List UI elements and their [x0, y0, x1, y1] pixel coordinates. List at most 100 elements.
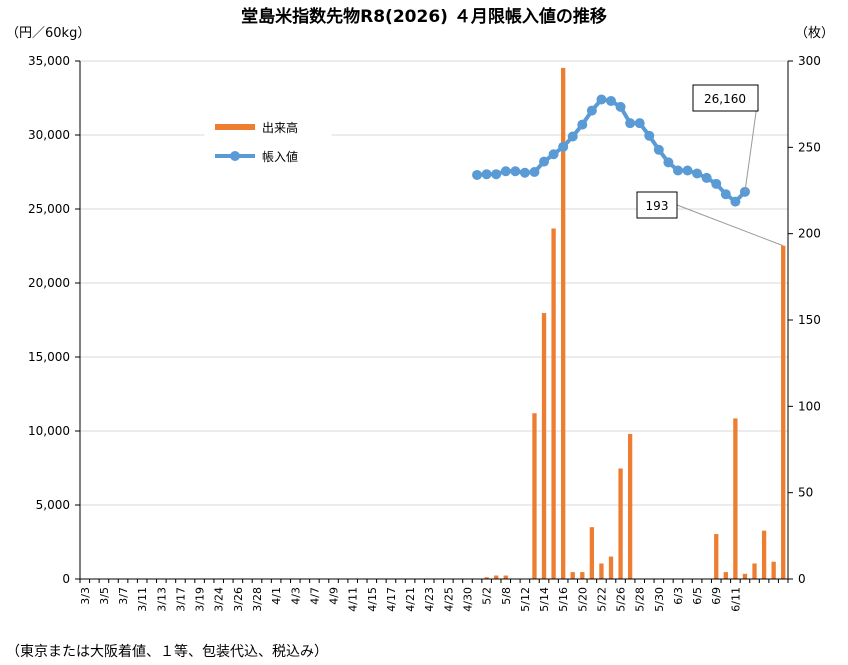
right-axis-ticks: 0 50 100 150 200 250 300 — [788, 54, 821, 586]
volume-bar — [723, 572, 728, 579]
x-tick-label: 5/30 — [653, 587, 666, 612]
legend-line-label: 帳入値 — [262, 149, 298, 164]
x-tick-label: 3/17 — [174, 587, 187, 612]
price-point — [672, 165, 683, 176]
x-tick-label: 3/26 — [232, 587, 245, 612]
price-point — [692, 168, 703, 179]
volume-bar — [532, 413, 537, 579]
price-point — [539, 156, 550, 167]
price-point — [682, 165, 693, 176]
x-tick-label: 4/17 — [385, 587, 398, 612]
price-point — [500, 166, 511, 177]
x-tick-label: 4/1 — [270, 587, 283, 605]
price-point — [720, 189, 731, 200]
price-point — [558, 141, 569, 152]
price-point — [567, 131, 578, 142]
x-tick-label: 6/3 — [672, 587, 685, 605]
price-point — [472, 169, 483, 180]
volume-bar — [494, 575, 499, 579]
price-point — [663, 157, 674, 168]
right-tick-label: 50 — [798, 486, 813, 500]
price-callout-leader — [744, 97, 759, 192]
price-point — [586, 105, 597, 116]
x-tick-label: 5/12 — [519, 587, 532, 612]
x-tick-label: 4/23 — [423, 587, 436, 612]
volume-callout-leader — [676, 204, 784, 247]
left-axis-ticks: 0 5,000 10,000 15,000 20,000 25,000 30,000 35,0… — [28, 54, 80, 586]
price-point — [596, 94, 607, 105]
price-point — [644, 130, 655, 141]
volume-bar — [771, 561, 776, 579]
price-callout-label: 26,160 — [704, 92, 746, 106]
volume-bar — [599, 563, 604, 579]
left-tick-label: 0 — [62, 572, 70, 586]
x-tick-label: 6/9 — [710, 587, 723, 605]
volume-bar — [561, 67, 566, 579]
price-line — [472, 94, 750, 207]
x-tick-label: 5/22 — [595, 587, 608, 612]
callouts: 26,160 193 — [636, 84, 784, 247]
x-tick-label: 4/25 — [442, 587, 455, 612]
price-polyline — [476, 97, 747, 204]
legend-bar-label: 出来高 — [262, 120, 298, 135]
x-tick-label: 3/28 — [251, 587, 264, 612]
x-tick-label: 5/28 — [634, 587, 647, 612]
left-tick-label: 35,000 — [28, 54, 70, 68]
x-tick-label: 5/8 — [500, 587, 513, 605]
right-tick-label: 300 — [798, 54, 821, 68]
right-tick-label: 250 — [798, 140, 821, 154]
chart-title: 堂島米指数先物R8(2026) ４月限帳入値の推移 — [241, 6, 607, 27]
volume-bar — [627, 433, 633, 579]
x-tick-label: 6/5 — [691, 587, 704, 605]
volume-bar — [714, 534, 719, 579]
volume-callout-label: 193 — [646, 199, 669, 213]
volume-bar — [570, 572, 575, 579]
right-tick-label: 0 — [798, 572, 806, 586]
price-point — [634, 118, 645, 129]
left-tick-label: 20,000 — [28, 276, 70, 290]
price-point — [510, 166, 521, 177]
volume-callout-box — [636, 191, 678, 219]
x-tick-label: 3/11 — [136, 587, 149, 612]
price-point — [653, 144, 664, 155]
x-tick-label: 3/19 — [194, 587, 207, 612]
volume-bar — [551, 228, 556, 579]
x-tick-label: 4/9 — [328, 587, 341, 605]
price-callout-box — [692, 84, 759, 112]
volume-bar — [618, 468, 623, 579]
price-point — [625, 118, 636, 129]
volume-bar — [608, 556, 614, 579]
x-tick-label: 4/11 — [347, 587, 360, 612]
volume-bar — [761, 530, 767, 579]
chart-note: （東京または大阪着値、１等、包装代込、税込み） — [6, 643, 328, 660]
x-tick-label: 4/30 — [461, 587, 474, 612]
volume-bar — [752, 563, 757, 579]
x-tick-label: 3/24 — [213, 587, 226, 612]
volume-bar — [503, 575, 508, 579]
right-tick-label: 200 — [798, 227, 821, 241]
x-tick-label: 3/7 — [117, 587, 130, 605]
volume-bar — [541, 313, 547, 579]
legend: 出来高 帳入値 — [204, 109, 332, 173]
x-tick-label: 3/13 — [155, 587, 168, 612]
price-point — [577, 119, 588, 130]
right-tick-label: 150 — [798, 313, 821, 327]
price-point — [701, 172, 712, 183]
left-tick-label: 5,000 — [36, 498, 70, 512]
left-axis-unit: （円／60kg） — [6, 26, 90, 41]
volume-bar — [484, 577, 489, 579]
left-tick-label: 15,000 — [28, 350, 70, 364]
volume-bar — [781, 245, 786, 579]
price-point — [491, 169, 502, 180]
price-point — [548, 149, 559, 160]
volume-bar — [742, 573, 748, 579]
x-tick-label: 5/16 — [557, 587, 570, 612]
x-tick-label: 4/7 — [308, 587, 321, 605]
volume-bar — [589, 527, 595, 579]
right-axis-unit: （枚） — [795, 26, 834, 41]
price-point — [606, 95, 616, 106]
price-point — [519, 167, 530, 178]
x-tick-label: 5/20 — [576, 587, 589, 612]
volume-bars — [484, 67, 786, 579]
